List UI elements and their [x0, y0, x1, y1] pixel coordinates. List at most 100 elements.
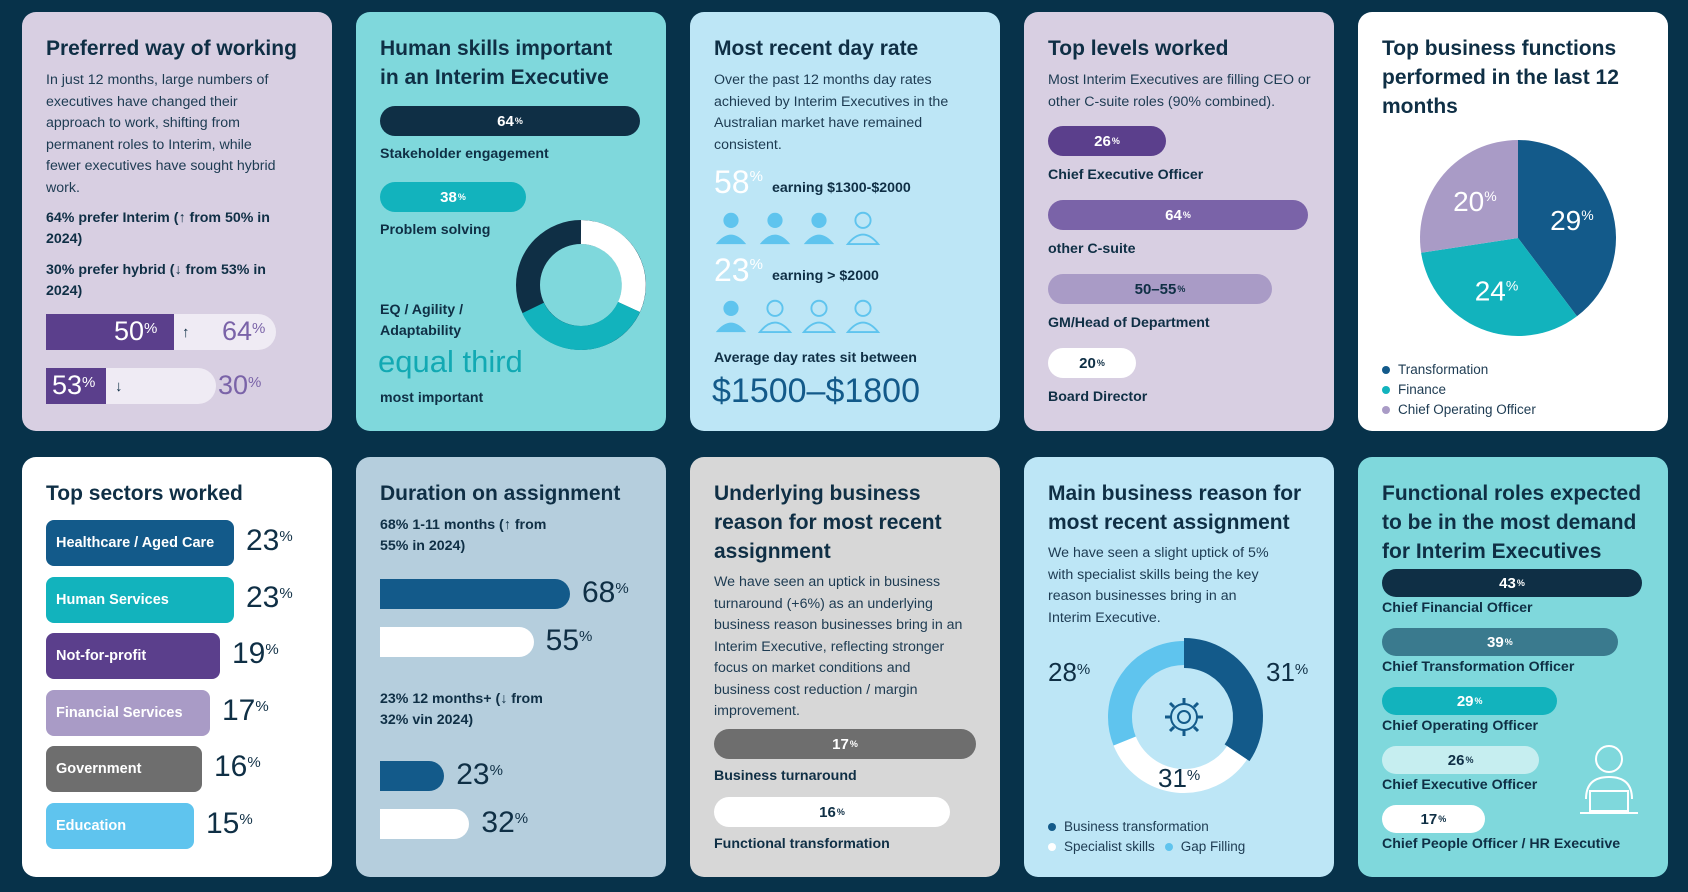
people-row-1	[712, 208, 892, 252]
legend-dot	[1382, 385, 1390, 394]
hybrid-2024-value: 53%	[52, 370, 96, 400]
donut-segment-0	[1183, 638, 1263, 762]
reason-bar-functional: 16%	[714, 797, 950, 827]
person-icon	[715, 300, 747, 333]
card-human-skills: Human skills important in an Interim Exe…	[356, 12, 666, 431]
legend-dot	[1382, 405, 1390, 414]
card-title: Preferred way of working	[46, 37, 297, 60]
people-row-2	[712, 296, 892, 340]
card-preferred-way: Preferred way of working In just 12 mont…	[22, 12, 332, 431]
interim-2025-value: 64%	[222, 316, 266, 346]
sector-value: 23%	[246, 580, 293, 614]
duration-value: 68%	[582, 576, 629, 609]
person-icon-outline	[845, 299, 881, 334]
functions-pie-chart: 29%24%20%	[1420, 140, 1616, 336]
sector-bar: Financial Services	[46, 689, 210, 736]
card-title: Top business functions performed in the …	[1382, 37, 1619, 118]
skill-bar-stakeholder: 64%	[380, 106, 640, 136]
donut-segment-1	[1113, 736, 1247, 793]
main-reason-donut	[1108, 638, 1263, 793]
skills-donut	[516, 220, 646, 351]
person-icon-outline	[757, 299, 793, 334]
hybrid-bar-2024	[46, 368, 106, 404]
demand-label: Chief People Officer / HR Executive	[1382, 836, 1621, 852]
gap-filling-value: 28%	[1048, 657, 1091, 687]
donut-segment-teal	[522, 301, 640, 351]
card-body: We have seen a slight uptick of 5% with …	[1048, 545, 1269, 626]
demand-label: Chief Financial Officer	[1382, 600, 1533, 616]
demand-bar: 17%	[1382, 805, 1485, 833]
person-icon	[715, 212, 747, 245]
demand-label: Chief Operating Officer	[1382, 718, 1539, 734]
card-body: We have seen an uptick in business turna…	[714, 574, 963, 719]
eq-label: EQ / Agility / Adaptability	[380, 302, 464, 339]
card-day-rate: Most recent day rate Over the past 12 mo…	[690, 12, 1000, 431]
person-icon	[759, 212, 791, 245]
card-title: Underlying business reason for most rece…	[714, 482, 942, 563]
pie-slice-1	[1421, 238, 1577, 336]
card-title: Top sectors worked	[46, 482, 243, 505]
person-icon-outline	[801, 299, 837, 334]
duration-value: 23%	[456, 758, 503, 791]
skill-label-problem: Problem solving	[380, 222, 491, 238]
duration-value: 55%	[545, 624, 593, 657]
card-title: Top levels worked	[1048, 37, 1229, 60]
level-label-board: Board Director	[1048, 389, 1148, 405]
sector-value: 16%	[214, 750, 261, 783]
legend-specialist-skills: Specialist skills Gap Filling	[1048, 839, 1245, 854]
duration-group2-label: 23% 12 months+ (↓ from 32% vin 2024)	[380, 691, 543, 728]
level-bar-csuite: 64%	[1048, 200, 1308, 230]
reason-bar-turnaround: 17%	[714, 729, 976, 759]
sector-value: 23%	[246, 524, 293, 557]
sector-value: 15%	[206, 806, 253, 840]
person-icon-outline	[845, 211, 881, 246]
sector-value: 17%	[222, 693, 269, 727]
sector-bar: Healthcare / Aged Care	[46, 520, 234, 566]
legend-dot	[1382, 365, 1390, 374]
demand-bar: 43%	[1382, 569, 1642, 597]
down-arrow-icon: ↓	[115, 378, 123, 395]
card-body: Most Interim Executives are filling CEO …	[1048, 72, 1311, 110]
demand-label: Chief Transformation Officer	[1382, 659, 1575, 675]
stat-hybrid: 30% prefer hybrid (↓ from 53% in 2024)	[46, 262, 266, 299]
hybrid-2025-value: 30%	[218, 370, 262, 400]
duration-bar	[380, 761, 445, 791]
card-top-sectors: Top sectors worked Healthcare / Aged Car…	[22, 457, 332, 877]
duration-bar	[380, 809, 470, 839]
card-title: Human skills important in an Interim Exe…	[380, 37, 613, 89]
skill-bar-problem: 38%	[380, 182, 526, 212]
sector-bar: Education	[46, 802, 194, 849]
sector-bar: Government	[46, 746, 202, 792]
skill-label-stakeholder: Stakeholder engagement	[380, 146, 549, 162]
card-title: Functional roles expected to be in the m…	[1382, 482, 1642, 563]
eq-sub-text: most important	[380, 390, 484, 406]
card-roles-demand: Functional roles expected to be in the m…	[1358, 457, 1668, 877]
level-label-csuite: other C-suite	[1048, 241, 1136, 257]
card-title: Duration on assignment	[380, 482, 621, 505]
person-at-laptop-icon	[1580, 745, 1638, 814]
sector-value: 19%	[232, 637, 279, 670]
demand-bar: 29%	[1382, 687, 1558, 715]
sector-bar: Human Services	[46, 576, 234, 623]
card-duration: Duration on assignment 68% 1-11 months (…	[356, 457, 666, 877]
demand-bar: 39%	[1382, 628, 1618, 656]
legend-finance: Finance	[1382, 382, 1446, 397]
sector-bar: Not-for-profit	[46, 633, 220, 679]
level-bar-board: 20%	[1048, 348, 1136, 378]
card-underlying-reason: Underlying business reason for most rece…	[690, 457, 1000, 877]
card-title: Most recent day rate	[714, 37, 919, 60]
stat-interim: 64% prefer Interim (↑ from 50% in 2024)	[46, 210, 270, 247]
level-bar-gm: 50–55%	[1048, 274, 1272, 304]
legend-dot	[1164, 842, 1173, 851]
legend-coo: Chief Operating Officer	[1382, 402, 1536, 417]
duration-bar	[380, 627, 534, 657]
level-bar-ceo: 26%	[1048, 126, 1166, 156]
avg-label: Average day rates sit between	[714, 350, 917, 366]
up-arrow-icon: ↑	[182, 324, 190, 341]
settings-gear-icon	[1165, 698, 1203, 736]
pie-slice-0	[1518, 140, 1616, 317]
interim-2024-value: 50%	[114, 316, 158, 346]
level-label-gm: GM/Head of Department	[1048, 315, 1210, 331]
stat2-value: 23%	[714, 252, 763, 288]
avg-value: $1500–$1800	[712, 372, 921, 410]
